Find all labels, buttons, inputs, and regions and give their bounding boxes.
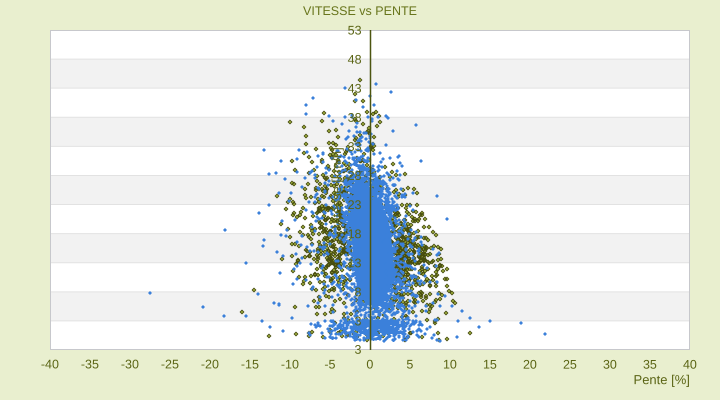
svg-text:-35: -35 [81,357,99,371]
svg-text:38: 38 [348,111,362,125]
svg-text:18: 18 [348,227,362,241]
svg-text:-10: -10 [281,357,299,371]
svg-text:15: 15 [483,358,497,372]
svg-text:43: 43 [348,82,362,96]
svg-text:3: 3 [354,343,361,357]
svg-text:-15: -15 [241,357,259,371]
svg-text:-40: -40 [41,357,59,371]
svg-text:VITESSE vs PENTE: VITESSE vs PENTE [303,4,417,18]
svg-text:25: 25 [563,358,577,372]
svg-text:30: 30 [603,358,617,372]
svg-text:-30: -30 [121,357,139,371]
svg-text:20: 20 [523,358,537,372]
svg-text:8: 8 [354,285,361,299]
svg-text:0: 0 [366,357,373,371]
svg-text:28: 28 [348,169,362,183]
svg-text:13: 13 [348,256,362,270]
svg-text:-20: -20 [201,357,219,371]
svg-text:23: 23 [348,198,362,212]
svg-text:-25: -25 [161,357,179,371]
svg-text:5: 5 [406,358,413,372]
svg-text:53: 53 [348,23,362,37]
svg-text:-5: -5 [324,357,335,371]
svg-text:Pente [%]: Pente [%] [634,372,690,387]
svg-text:40: 40 [683,358,697,372]
svg-text:10: 10 [443,358,457,372]
svg-text:48: 48 [348,53,362,67]
svg-text:Vitesse [km/h]: Vitesse [km/h] [329,147,344,228]
svg-text:33: 33 [348,140,362,154]
svg-text:35: 35 [643,358,657,372]
svg-text:3: 3 [354,314,361,328]
